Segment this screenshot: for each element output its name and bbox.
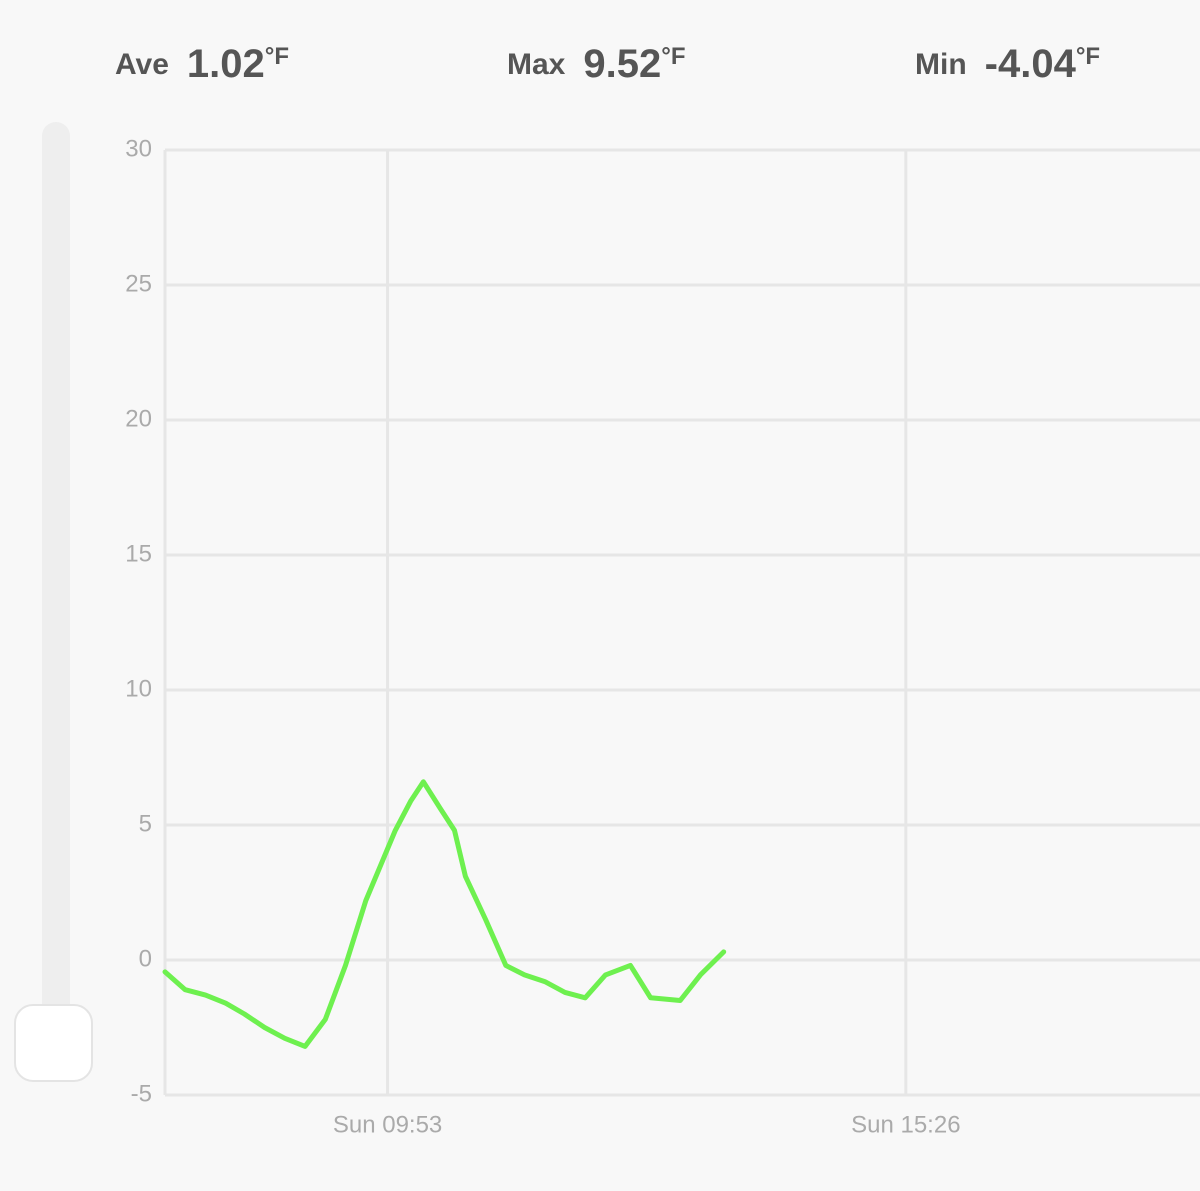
slider-thumb[interactable]: [14, 1004, 93, 1082]
stat-value: -4.04: [985, 42, 1077, 86]
stat: Max 9.52°F: [507, 42, 685, 86]
stat: Min -4.04°F: [915, 42, 1100, 86]
y-tick-label: 15: [125, 540, 152, 567]
y-tick-label: 0: [139, 945, 152, 972]
stat-label: Min: [915, 48, 967, 81]
stat: Ave 1.02°F: [115, 42, 289, 86]
y-tick-label: 20: [125, 405, 152, 432]
stat-unit: °F: [661, 43, 685, 70]
y-tick-label: 5: [139, 810, 152, 837]
y-tick-label: 10: [125, 675, 152, 702]
x-tick-label: Sun 09:53: [333, 1111, 442, 1138]
stat-label: Max: [507, 48, 566, 81]
stat-value: 1.02: [187, 42, 265, 86]
stat-unit: °F: [265, 43, 289, 70]
y-tick-label: -5: [131, 1080, 152, 1107]
stat-value: 9.52: [583, 42, 661, 86]
y-tick-label: 25: [125, 270, 152, 297]
y-tick-label: 30: [125, 135, 152, 162]
stat-unit: °F: [1076, 43, 1100, 70]
slider-track[interactable]: [42, 122, 70, 1082]
data-line: [162, 779, 727, 1049]
stat-label: Ave: [115, 48, 169, 81]
x-tick-label: Sun 15:26: [851, 1111, 960, 1138]
